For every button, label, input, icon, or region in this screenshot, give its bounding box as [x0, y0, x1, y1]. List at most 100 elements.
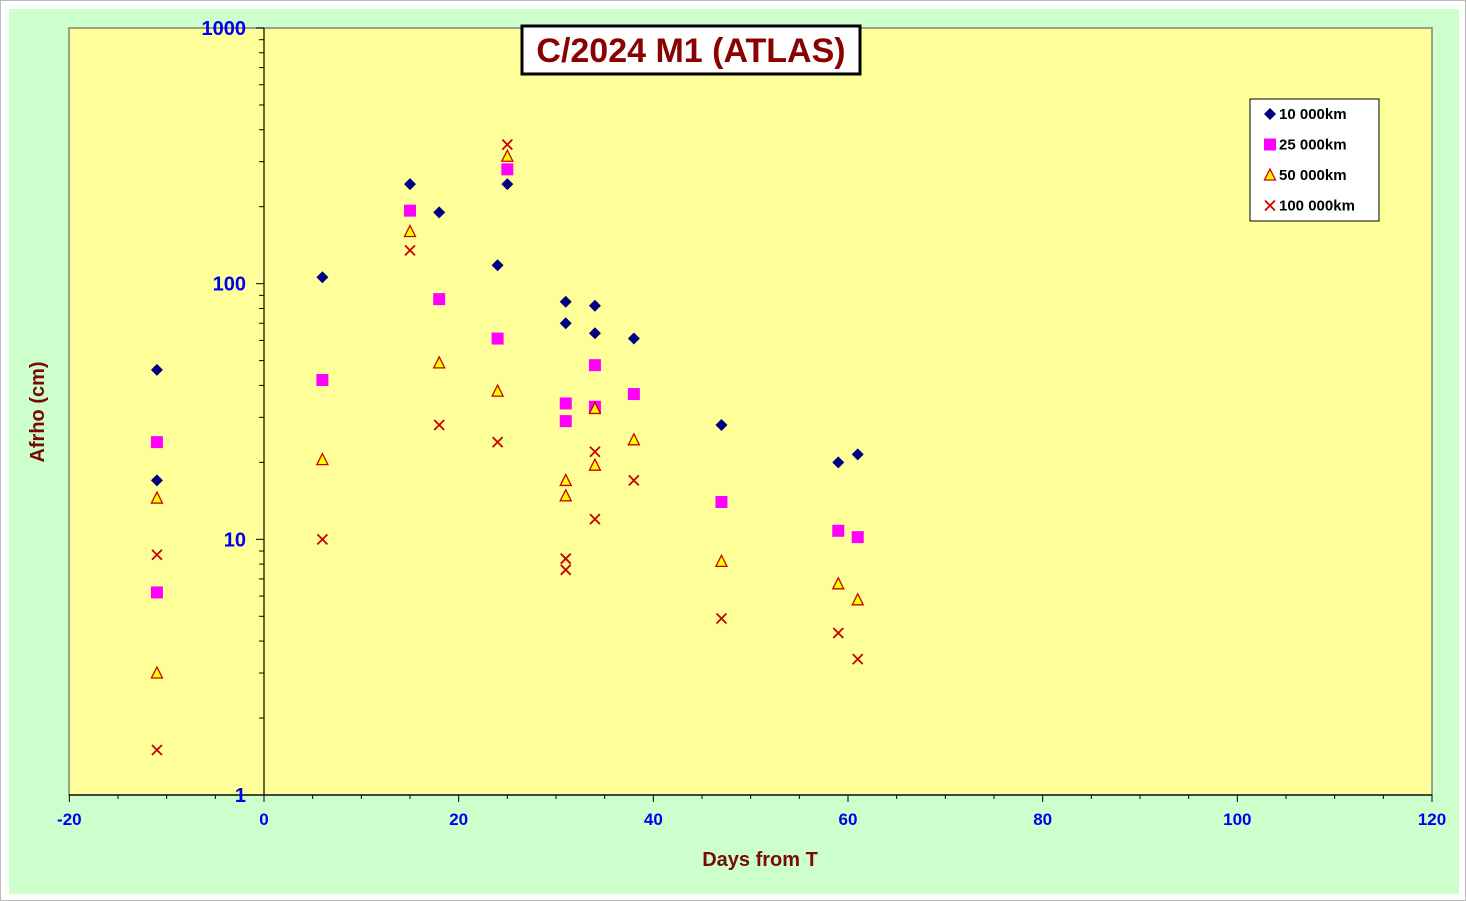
legend-label: 50 000km — [1279, 167, 1347, 184]
data-point — [627, 388, 640, 401]
data-point — [832, 627, 844, 639]
data-point — [316, 373, 329, 386]
legend-label: 10 000km — [1279, 106, 1347, 123]
legend: 10 000km 25 000km 50 000km 100 000km — [1249, 98, 1380, 222]
y-tick-label: 100 — [213, 274, 246, 296]
data-point — [559, 397, 572, 410]
data-point — [588, 327, 601, 340]
data-point — [316, 271, 329, 284]
y-tick-labels: 1 10 100 1000 — [202, 18, 247, 807]
data-point — [559, 295, 572, 308]
data-point — [316, 533, 329, 545]
data-point — [151, 549, 163, 561]
data-point — [150, 436, 163, 449]
data-point — [588, 299, 601, 312]
data-point — [150, 586, 163, 599]
data-point — [851, 448, 864, 461]
y-tick-label: 1 — [235, 785, 246, 807]
x-tick-label: 40 — [644, 810, 663, 829]
x-tick-label: 60 — [839, 810, 858, 829]
legend-entry: 25 000km — [1264, 137, 1347, 154]
data-point — [501, 138, 513, 151]
data-point — [627, 332, 640, 345]
legend-entries: 10 000km 25 000km 50 000km 100 000km — [1263, 106, 1355, 215]
legend-entry: 50 000km — [1263, 167, 1347, 184]
data-point — [491, 436, 504, 448]
x-tick-label: -20 — [57, 810, 82, 829]
data-point — [433, 419, 445, 431]
legend-label: 100 000km — [1279, 198, 1355, 215]
data-point — [715, 419, 728, 432]
data-point — [714, 553, 729, 568]
chart-title-frame — [520, 24, 862, 76]
y-axis — [256, 27, 265, 796]
data-point — [150, 665, 164, 679]
chart-title: C/2024 M1 (ATLAS) — [536, 32, 845, 70]
x-tick-labels: -20 0 20 40 60 80 100 120 — [57, 810, 1446, 829]
legend-entry: 100 000km — [1264, 198, 1355, 215]
x-tick-label: 80 — [1033, 810, 1052, 829]
data-point — [715, 612, 728, 625]
data-point — [501, 178, 514, 191]
data-point — [588, 457, 602, 471]
data-point — [627, 432, 641, 446]
data-point — [315, 452, 329, 466]
data-points — [150, 138, 865, 756]
legend-marker — [1264, 138, 1276, 151]
data-point — [150, 490, 164, 504]
series-2 — [150, 163, 864, 599]
data-point — [559, 317, 572, 330]
data-point — [403, 224, 417, 238]
plot-area — [68, 27, 1433, 796]
legend-marker — [1264, 108, 1276, 120]
legend-label: 25 000km — [1279, 137, 1347, 154]
data-point — [433, 293, 446, 306]
data-point — [560, 564, 572, 576]
data-point — [852, 653, 864, 665]
data-point — [404, 244, 416, 256]
x-tick-label: 20 — [449, 810, 468, 829]
legend-entry: 10 000km — [1264, 106, 1347, 123]
x-tick-label: 0 — [259, 810, 268, 829]
series-4 — [151, 138, 864, 756]
data-point — [851, 592, 865, 606]
data-point — [404, 178, 416, 191]
data-point — [832, 524, 845, 537]
data-point — [433, 206, 446, 219]
chart-title-box: C/2024 M1 (ATLAS) — [520, 24, 862, 76]
legend-frame — [1249, 98, 1380, 222]
y-tick-label: 10 — [224, 529, 246, 551]
data-point — [150, 474, 163, 487]
y-tick-label: 1000 — [202, 18, 247, 40]
data-point — [588, 359, 601, 372]
data-point — [715, 495, 728, 508]
data-point — [500, 148, 514, 162]
x-axis — [68, 794, 1433, 802]
data-point — [404, 204, 416, 217]
data-point — [491, 383, 505, 397]
data-point — [588, 401, 602, 415]
series-3 — [150, 148, 865, 679]
legend-marker — [1263, 167, 1277, 181]
data-point — [559, 488, 573, 502]
data-point — [501, 163, 514, 176]
data-point — [832, 456, 845, 469]
x-tick-label: 120 — [1418, 810, 1446, 829]
data-point — [589, 513, 601, 525]
x-axis-title: Days from T — [702, 849, 818, 871]
data-point — [491, 259, 504, 272]
data-point — [559, 472, 573, 487]
data-point — [491, 332, 504, 345]
data-point — [831, 576, 845, 590]
legend-marker — [1264, 199, 1276, 212]
data-point — [150, 363, 163, 376]
data-point — [151, 744, 163, 756]
data-point — [560, 553, 572, 565]
data-point — [559, 415, 572, 428]
data-point — [851, 531, 864, 544]
x-tick-label: 100 — [1223, 810, 1251, 829]
data-point — [432, 355, 446, 369]
data-point — [628, 474, 640, 487]
data-point — [589, 446, 601, 458]
